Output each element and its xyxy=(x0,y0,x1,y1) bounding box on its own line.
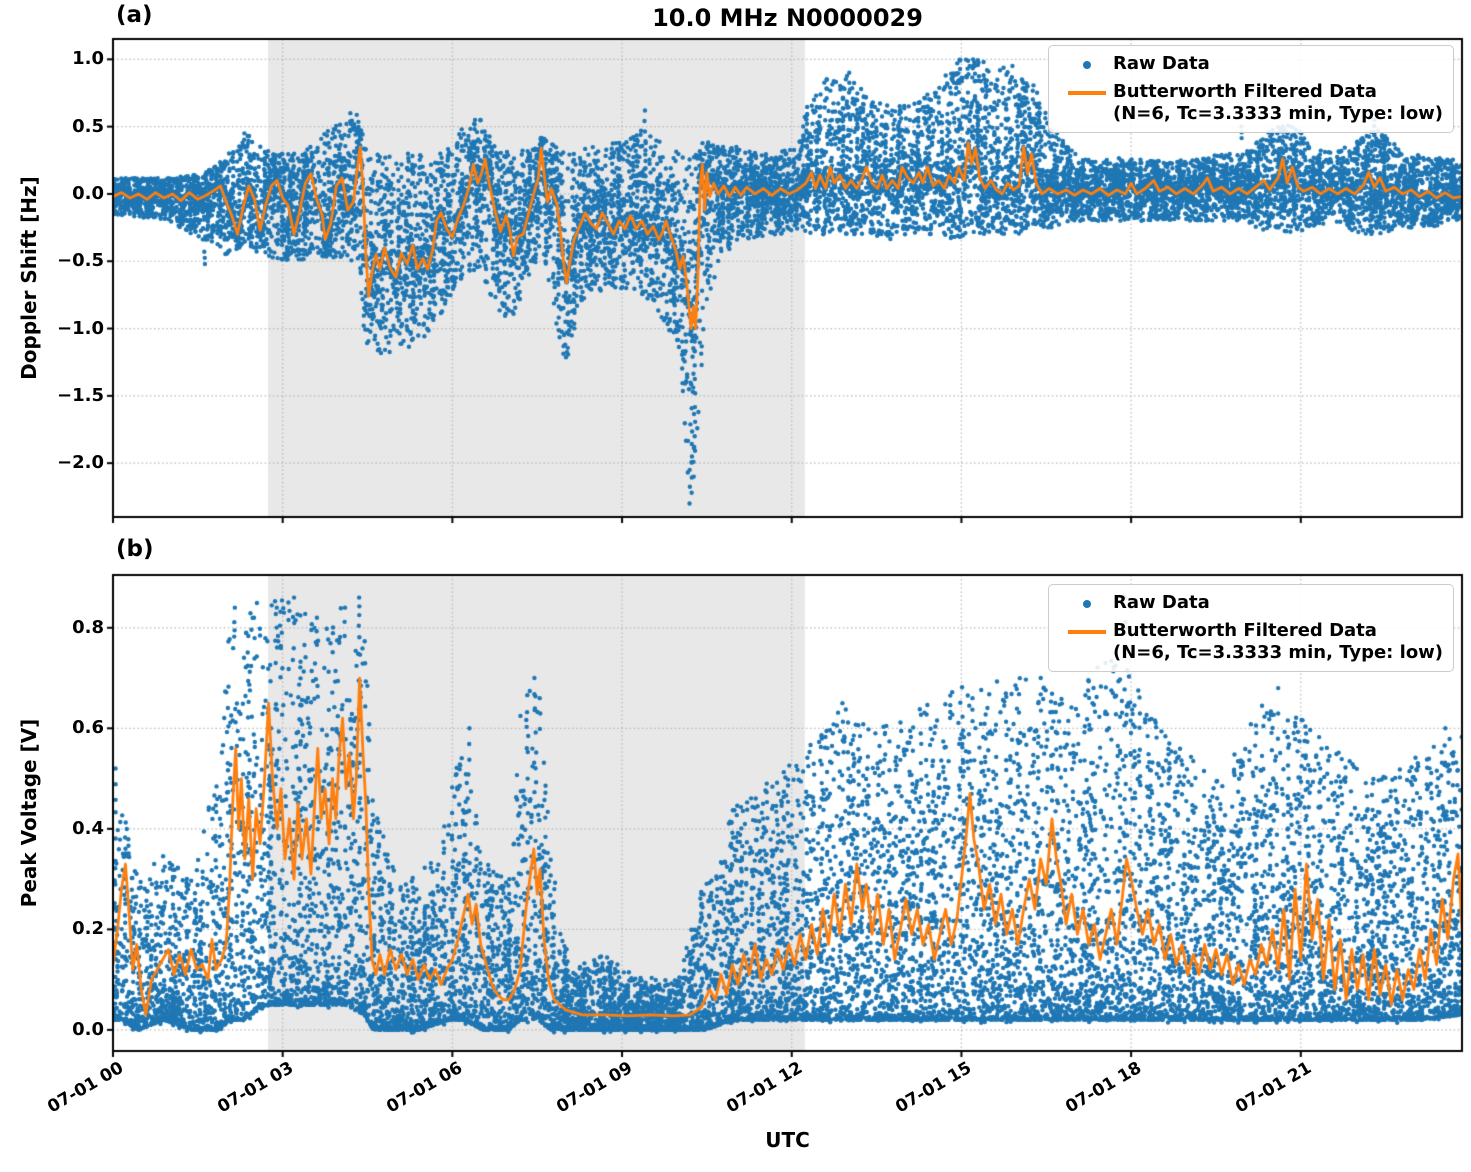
legend-doppler: Raw Data Butterworth Filtered Data (N=6,… xyxy=(1048,45,1454,133)
y-tick-label: −2.0 xyxy=(57,452,104,474)
filtered-line-icon xyxy=(1061,81,1113,105)
raw-data-dot-icon xyxy=(1061,592,1113,616)
y-tick-label: 1.0 xyxy=(72,48,104,70)
filtered-line-icon xyxy=(1061,620,1113,644)
x-axis-label: UTC xyxy=(765,1128,810,1152)
raw-data-dot-icon xyxy=(1061,53,1113,77)
y-tick-label: 0.2 xyxy=(72,918,104,940)
y-tick-label: −1.5 xyxy=(57,384,104,406)
x-tick-label: 07-01 00 xyxy=(44,1058,127,1118)
legend-filtered-label: Butterworth Filtered Data xyxy=(1113,81,1377,102)
chart-title: 10.0 MHz N0000029 xyxy=(652,4,923,32)
y-tick-label: 0.8 xyxy=(72,616,104,638)
y-tick-label: −1.0 xyxy=(57,317,104,339)
y-tick-label: 0.0 xyxy=(72,182,104,204)
panel-b-label: (b) xyxy=(116,536,154,562)
legend-raw-label: Raw Data xyxy=(1113,53,1210,74)
legend-voltage: Raw Data Butterworth Filtered Data (N=6,… xyxy=(1048,584,1454,672)
legend-filtered-label: Butterworth Filtered Data xyxy=(1113,620,1377,641)
legend-filtered-sublabel: (N=6, Tc=3.3333 min, Type: low) xyxy=(1113,102,1444,124)
y-tick-label: 0.0 xyxy=(72,1018,104,1040)
y-tick-label: −0.5 xyxy=(57,250,104,272)
panel-a-label: (a) xyxy=(116,2,153,28)
y-tick-label: 0.4 xyxy=(72,817,104,839)
legend-raw-label: Raw Data xyxy=(1113,592,1210,613)
y-tick-label: 0.5 xyxy=(72,115,104,137)
legend-filtered-sublabel: (N=6, Tc=3.3333 min, Type: low) xyxy=(1113,641,1444,663)
y-tick-label: 0.6 xyxy=(72,717,104,739)
